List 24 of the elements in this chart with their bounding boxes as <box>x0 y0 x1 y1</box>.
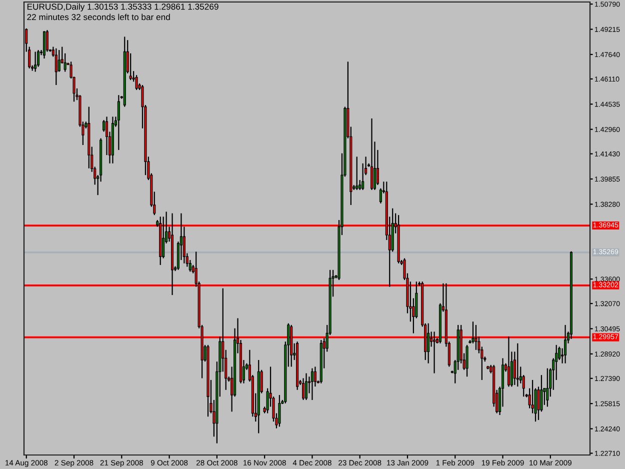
candlestick <box>472 321 474 344</box>
candlestick <box>302 378 305 401</box>
candlestick <box>310 368 314 401</box>
candlestick <box>466 344 468 378</box>
candlestick <box>58 49 60 72</box>
chart-title: EURUSD,Daily 1.30153 1.35333 1.29861 1.35269 <box>27 3 218 12</box>
candlestick <box>531 379 534 414</box>
candlestick <box>540 374 543 412</box>
candlestick <box>135 74 138 91</box>
candlestick <box>304 372 308 401</box>
candlestick <box>37 49 40 68</box>
candlestick <box>129 52 132 81</box>
candlestick <box>537 386 540 421</box>
candlestick <box>370 118 374 191</box>
candlestick <box>546 368 549 408</box>
candlestick <box>278 394 281 428</box>
candlestick <box>427 322 430 364</box>
candlestick <box>564 324 567 364</box>
candlestick <box>42 30 46 60</box>
candlestick <box>34 51 37 72</box>
candlestick <box>54 48 58 86</box>
candlestick <box>356 156 358 191</box>
text: 22 minutes 32 seconds left to bar end <box>27 14 170 20</box>
candlestick <box>117 94 120 151</box>
